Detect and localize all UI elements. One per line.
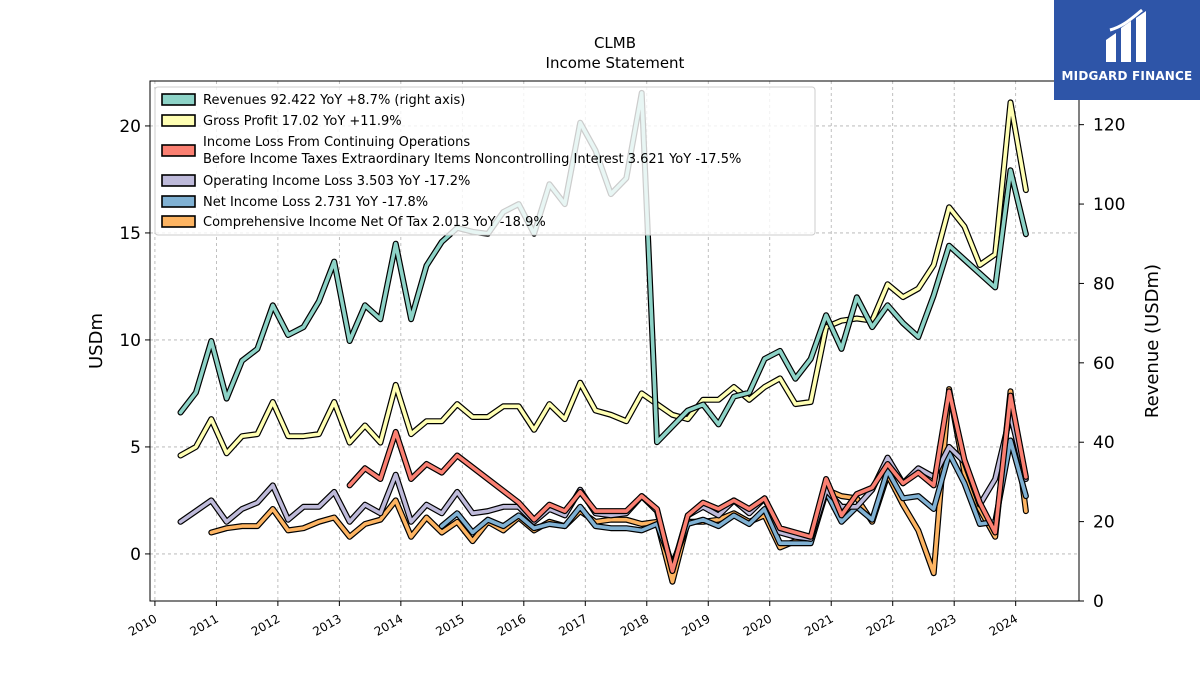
y-axis-right-label: Revenue (USDm) bbox=[1142, 264, 1163, 418]
legend-label-comprehensive-income: Comprehensive Income Net Of Tax 2.013 Yo… bbox=[203, 215, 546, 230]
y-right-tick-label: 100 bbox=[1093, 195, 1125, 215]
x-tick-label: 2010 bbox=[126, 611, 159, 638]
y-axis-left-label: USDm bbox=[86, 313, 107, 369]
series-line-gross-profit bbox=[178, 100, 1028, 458]
y-left-tick-label: 20 bbox=[119, 117, 141, 137]
y-right-tick-label: 40 bbox=[1093, 433, 1115, 453]
legend-label-gross-profit: Gross Profit 17.02 YoY +11.9% bbox=[203, 114, 402, 129]
legend-swatch-revenues bbox=[161, 93, 196, 106]
legend-label-operating-income: Operating Income Loss 3.503 YoY -17.2% bbox=[203, 174, 470, 189]
series-line-net-income-loss bbox=[439, 438, 1028, 567]
plot-frame bbox=[149, 80, 1080, 602]
legend: Revenues 92.422 YoY +8.7% (right axis) G… bbox=[154, 86, 816, 236]
brand-logo: MIDGARD FINANCE bbox=[1054, 0, 1200, 100]
x-tick-label: 2020 bbox=[741, 611, 774, 638]
y-right-tick-label: 0 bbox=[1093, 592, 1104, 612]
x-tick-label: 2023 bbox=[925, 611, 958, 638]
x-tick-label: 2018 bbox=[618, 611, 651, 638]
x-tick-label: 2019 bbox=[679, 611, 712, 638]
y-right-tick-label: 20 bbox=[1093, 513, 1115, 533]
chart-subtitle: Income Statement bbox=[546, 54, 685, 72]
x-tick-label: 2014 bbox=[372, 611, 405, 638]
legend-swatch-comprehensive-income bbox=[161, 215, 196, 228]
logo-text: MIDGARD FINANCE bbox=[1061, 69, 1193, 83]
x-tick-label: 2024 bbox=[987, 611, 1020, 638]
x-tick-label: 2017 bbox=[556, 611, 589, 638]
x-tick-label: 2015 bbox=[433, 611, 466, 638]
x-tick-label: 2022 bbox=[864, 611, 897, 638]
legend-swatch-operating-income bbox=[161, 174, 196, 187]
logo-mark-icon bbox=[1106, 8, 1146, 62]
y-left-tick-label: 10 bbox=[119, 331, 141, 351]
legend-label-net-income: Net Income Loss 2.731 YoY -17.8% bbox=[203, 195, 428, 210]
y-right-tick-label: 60 bbox=[1093, 354, 1115, 374]
x-tick-label: 2013 bbox=[310, 611, 343, 638]
legend-label-pretax-income-line2: Before Income Taxes Extraordinary Items … bbox=[203, 152, 741, 167]
x-tick-label: 2021 bbox=[802, 611, 835, 638]
y-right-tick-label: 80 bbox=[1093, 274, 1115, 294]
chart-title: CLMB bbox=[594, 34, 636, 52]
legend-label-pretax-income-line1: Income Loss From Continuing Operations bbox=[203, 135, 470, 150]
y-left-tick-label: 5 bbox=[130, 438, 141, 458]
x-tick-label: 2012 bbox=[249, 611, 282, 638]
y-left-tick-label: 0 bbox=[130, 545, 141, 565]
x-tick-label: 2016 bbox=[495, 611, 528, 638]
x-tick-label: 2011 bbox=[187, 611, 220, 638]
legend-swatch-pretax-income bbox=[161, 144, 196, 157]
y-left-tick-label: 15 bbox=[119, 224, 141, 244]
y-right-tick-label: 120 bbox=[1093, 116, 1125, 136]
legend-box bbox=[154, 86, 816, 236]
legend-swatch-net-income bbox=[161, 195, 196, 208]
legend-swatch-gross-profit bbox=[161, 114, 196, 127]
series-line-income-loss-from-continuing-operations-before-income-taxes-extraordinary-items-noncontrolling-interest bbox=[347, 389, 1028, 573]
legend-label-revenues: Revenues 92.422 YoY +8.7% (right axis) bbox=[203, 93, 465, 108]
